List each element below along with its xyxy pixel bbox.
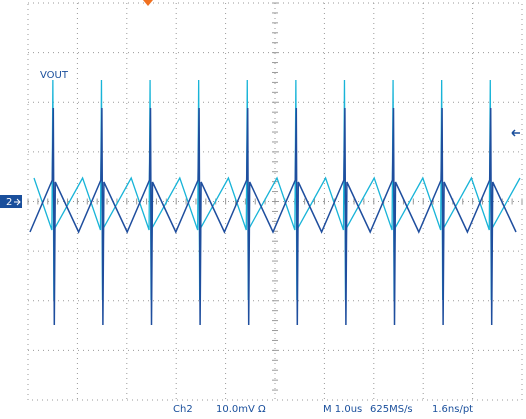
- status-timebase: M 1.0us: [323, 404, 362, 415]
- channel-marker-arrow: [14, 198, 21, 206]
- trigger-level-marker: [511, 129, 520, 137]
- status-coupling: Ω: [258, 404, 266, 415]
- status-channel: Ch2: [173, 404, 193, 415]
- waveforms: [29, 79, 521, 326]
- channel-marker: 2: [6, 197, 12, 208]
- trace-label: VOUT: [40, 70, 69, 81]
- graticule: [27, 2, 523, 400]
- channel-marker-box: [0, 195, 22, 208]
- trigger-position-marker: [143, 0, 153, 6]
- status-resolution: 1.6ns/pt: [432, 404, 473, 415]
- status-scale: 10.0mV: [216, 404, 255, 415]
- waveform-trace: [29, 107, 517, 326]
- status-sample-rate: 625MS/s: [370, 404, 413, 415]
